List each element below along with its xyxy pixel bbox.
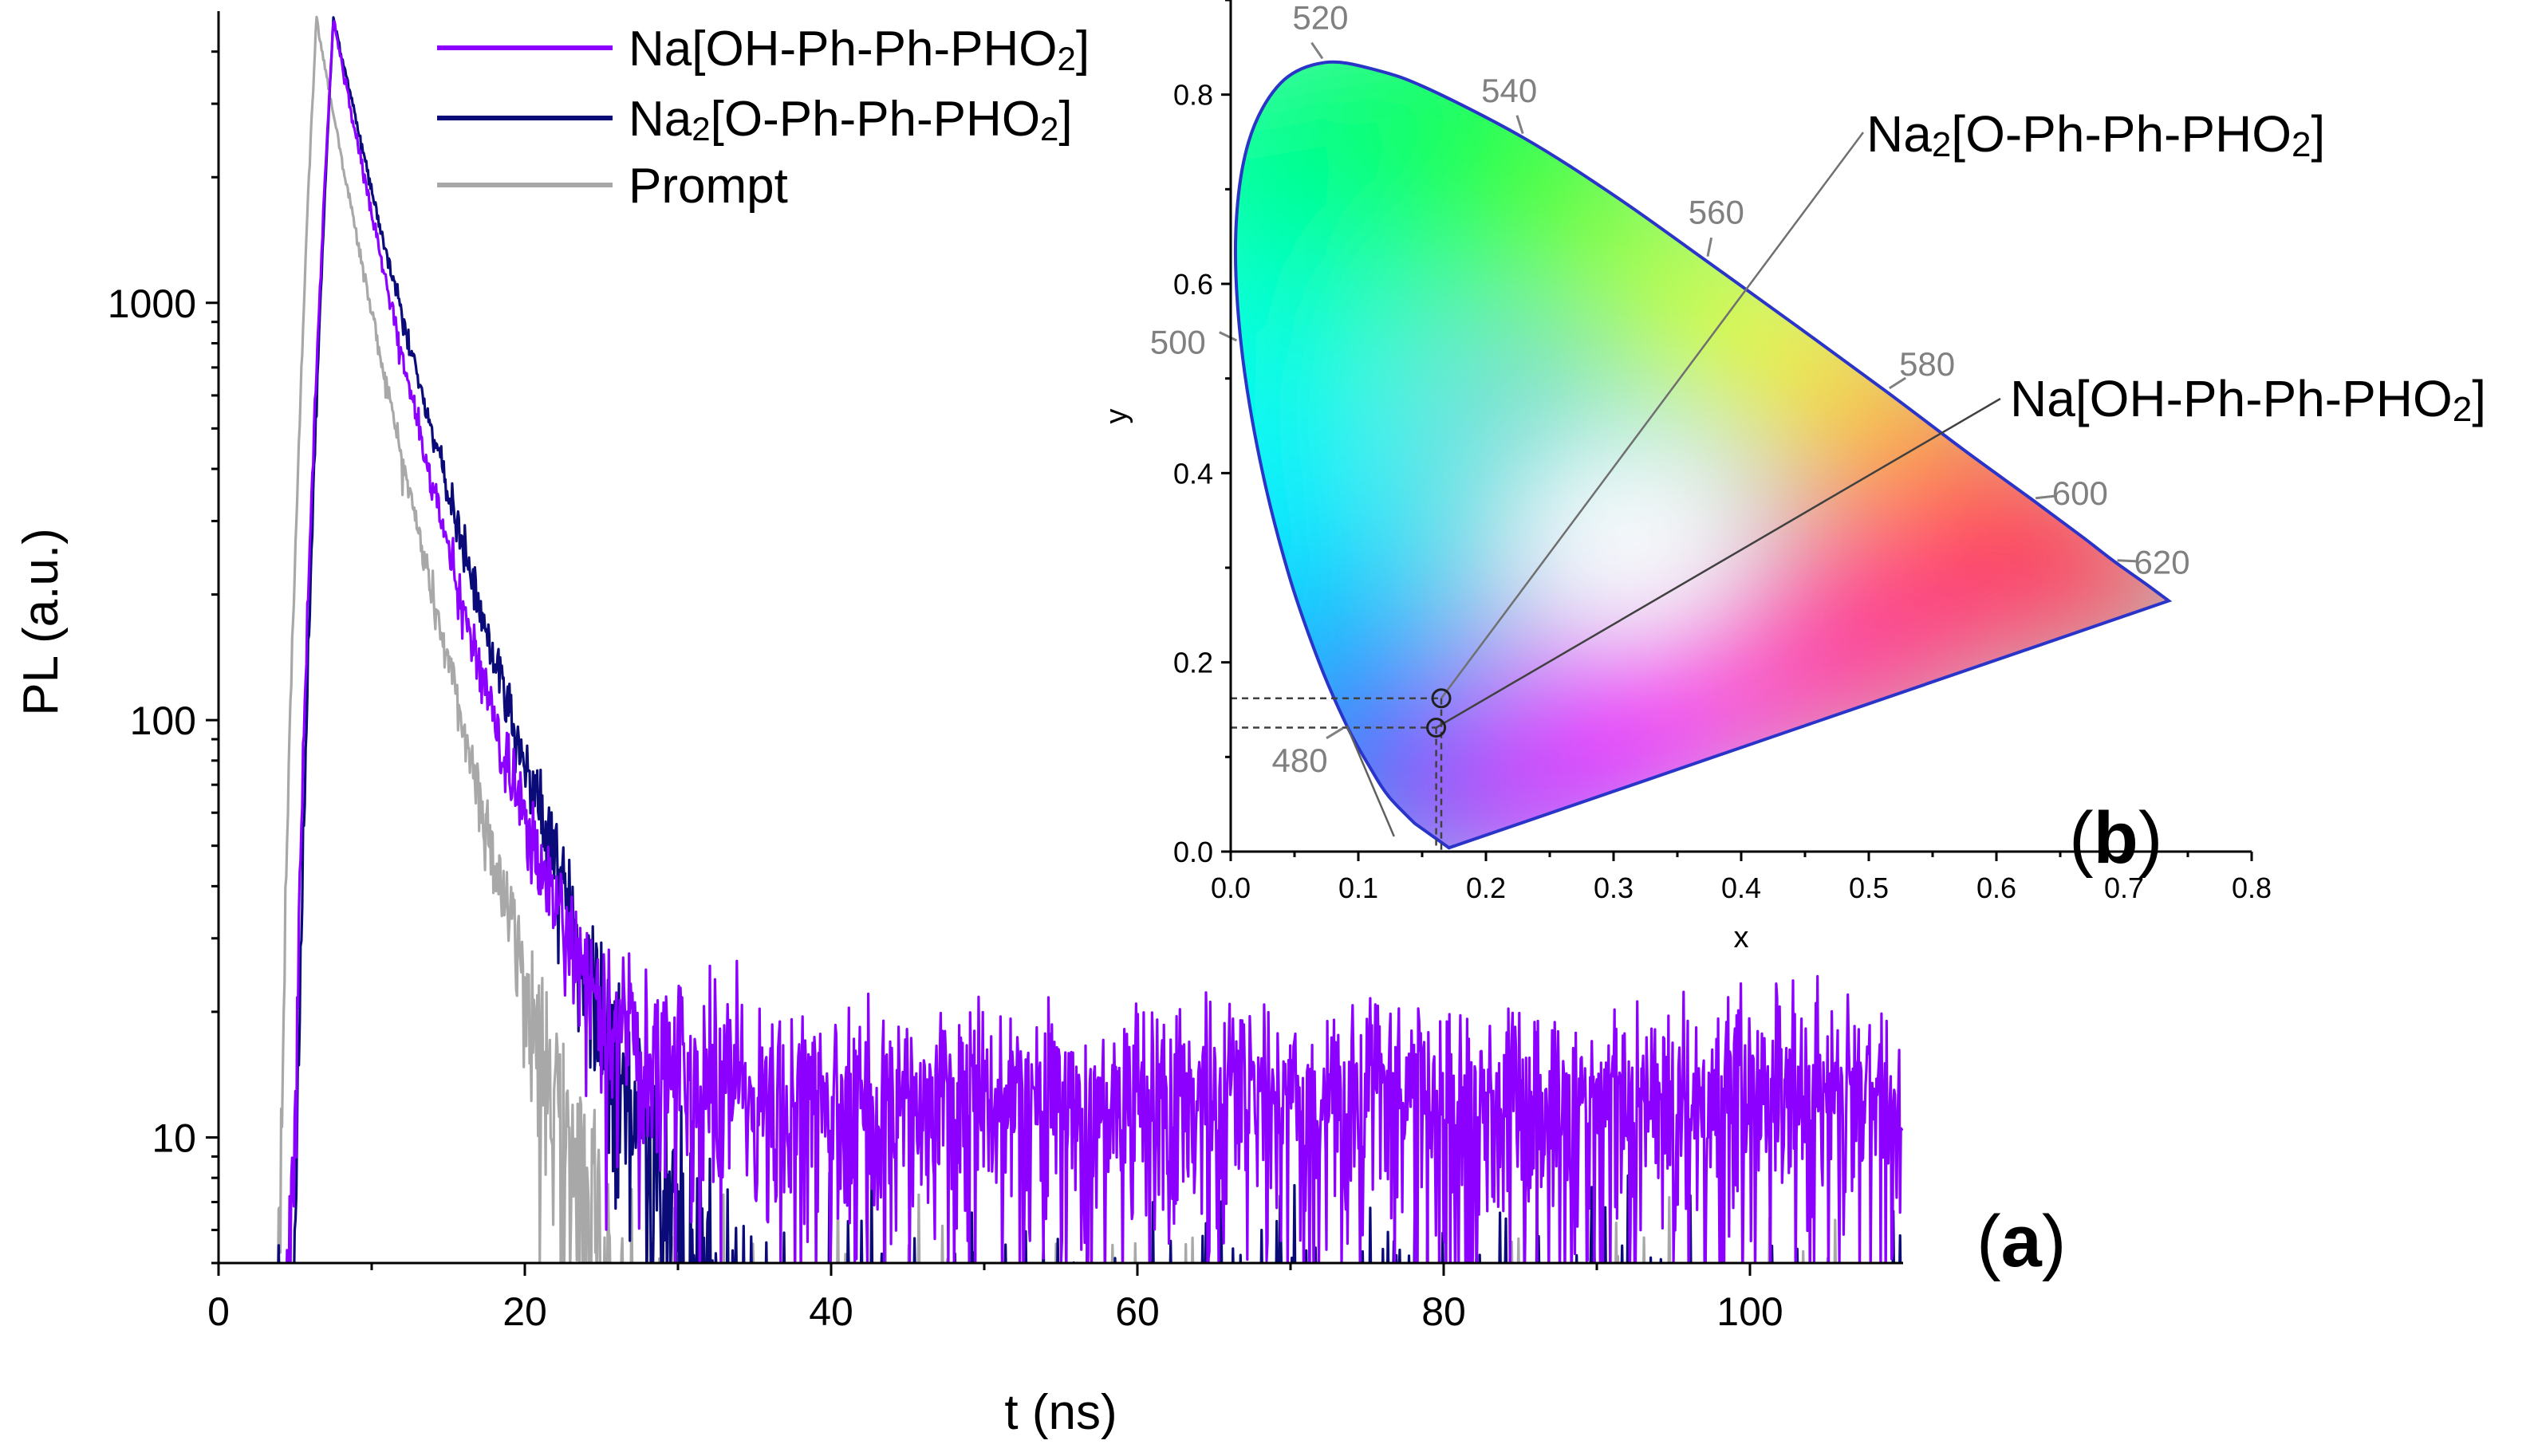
wavelength-leader [1310, 41, 1324, 60]
panel-a-x-axis-title: t (ns) [1004, 1385, 1117, 1440]
x-tick-label: 0.0 [1211, 872, 1251, 904]
x-tick-label: 0.2 [1466, 872, 1506, 904]
panel-b-x-ticks: 0.0 0.1 0.2 0.3 0.4 0.5 0.6 0.7 0.8 [1211, 852, 2272, 904]
cie-annotation-lines [1231, 132, 2001, 852]
x-tick-label: 0.3 [1594, 872, 1634, 904]
x-tick-label: 0 [207, 1289, 230, 1334]
x-tick-label: 100 [1716, 1289, 1783, 1334]
spectral-locus-outline [1233, 60, 2173, 850]
x-tick-label: 0.7 [2104, 872, 2144, 904]
y-tick-label: 0.6 [1173, 268, 1213, 301]
wavelength-leader [1706, 237, 1713, 257]
wavelength-label: 600 [2052, 474, 2108, 512]
wavelength-label: 480 [1272, 742, 1328, 779]
y-tick-label: 100 [130, 698, 196, 743]
x-tick-label: 60 [1115, 1289, 1160, 1334]
wavelength-leader [1219, 331, 1238, 342]
y-tick-label: 10 [152, 1116, 196, 1160]
wavelength-label: 540 [1481, 72, 1537, 109]
legend-label-series-2: Na2[O-Ph-Ph-PHO2] [629, 92, 1073, 148]
wavelength-label: 520 [1292, 0, 1348, 36]
cie-point-2 [1426, 718, 1447, 738]
x-tick-label: 0.8 [2232, 872, 2272, 904]
wavelength-label: 620 [2134, 543, 2189, 580]
cie-label-series-1: Na[OH-Ph-Ph-PHO2] [2010, 370, 2486, 429]
gamut-blob [1430, 687, 1669, 848]
x-tick-label: 40 [809, 1289, 853, 1334]
wavelength-label: 560 [1689, 194, 1744, 231]
decay-series-group [277, 15, 1903, 1263]
x-tick-label: 20 [502, 1289, 547, 1334]
panel-b-cie-diagram: 480 500 520 540 560 580 600 620 0.0 0.1 0.2 0.3 0.4… [1100, 0, 2538, 970]
decay-trace-1 [286, 19, 1903, 1263]
panel-a-y-ticks: 10 100 1000 [108, 50, 219, 1265]
x-tick-label: 0.4 [1721, 872, 1761, 904]
y-tick-label: 1000 [108, 281, 196, 326]
cie-leader-series-1 [1435, 397, 2001, 729]
panel-a-label: (a) [1976, 1201, 2066, 1282]
legend-label-series-1: Na[OH-Ph-Ph-PHO2] [629, 22, 1090, 77]
wavelength-leader [2036, 494, 2055, 500]
wavelength-leader [1889, 376, 1906, 390]
white-point-glow [1505, 427, 1760, 651]
wavelength-label: 580 [1899, 345, 1955, 383]
wavelength-labels: 480 500 520 540 560 580 600 620 [1150, 0, 2190, 779]
cie-leader-series-2 [1440, 132, 1865, 699]
y-tick-label: 0.8 [1173, 79, 1213, 112]
decay-trace-2 [277, 16, 1902, 1263]
wavelength-leader [1326, 727, 1344, 740]
x-tick-label: 80 [1421, 1289, 1466, 1334]
panel-b-x-axis-title: x [1734, 921, 1749, 954]
x-tick-label: 0.1 [1338, 872, 1378, 904]
legend: Na[OH-Ph-Ph-PHO2] Na2[O-Ph-Ph-PHO2] Prom… [437, 22, 1090, 214]
wavelength-extension [1346, 725, 1395, 837]
wavelength-label: 500 [1150, 324, 1206, 361]
panel-b-y-axis-title: y [1100, 409, 1133, 424]
panel-a-x-ticks: 0 20 40 60 80 100 [207, 1263, 1783, 1334]
y-tick-label: 0.2 [1173, 647, 1213, 679]
x-tick-label: 0.5 [1849, 872, 1889, 904]
legend-label-series-3: Prompt [629, 159, 788, 214]
decay-trace-3 [277, 15, 1838, 1263]
wavelength-leader [1515, 115, 1524, 134]
cie-label-series-2: Na2[O-Ph-Ph-PHO2] [1866, 105, 2325, 164]
y-tick-label: 0.0 [1173, 836, 1213, 868]
panel-b-label: (b) [2069, 797, 2162, 879]
cie-sample-points [1426, 688, 1452, 738]
panel-a-y-axis-title: PL (a.u.) [14, 528, 69, 715]
x-tick-label: 0.6 [1976, 872, 2016, 904]
cie-point-1 [1431, 688, 1452, 709]
panel-b-y-ticks: 0.0 0.2 0.4 0.6 0.8 [1173, 0, 1231, 868]
y-tick-label: 0.4 [1173, 457, 1213, 490]
